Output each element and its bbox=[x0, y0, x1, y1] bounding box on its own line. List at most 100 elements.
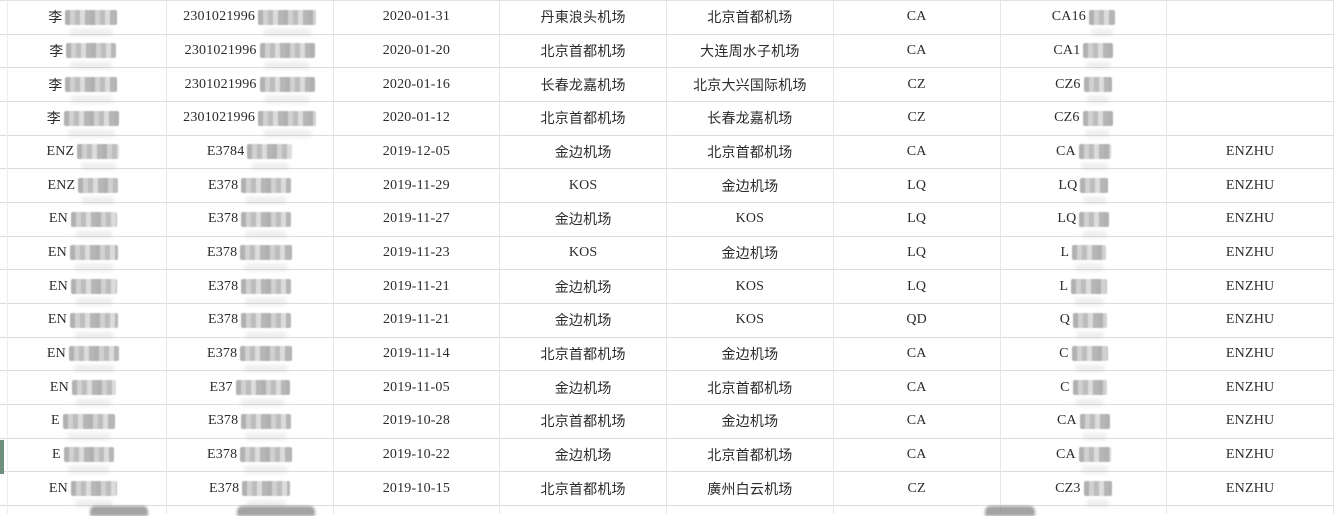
cell-passenger-pinyin[interactable]: ENZHU bbox=[1167, 169, 1334, 203]
cell-flight-number[interactable]: Q bbox=[1000, 303, 1168, 338]
cell-passenger-pinyin[interactable]: ENZHU bbox=[1167, 337, 1334, 372]
cell-passenger-pinyin[interactable]: ENZHU bbox=[1167, 202, 1334, 237]
cell-flight-date[interactable]: 2019-11-27 bbox=[333, 202, 501, 237]
partial-cell-passenger-name[interactable] bbox=[0, 505, 167, 514]
cell-arrival-airport[interactable]: 金边机场 bbox=[667, 404, 834, 439]
cell-flight-date[interactable]: 2019-10-15 bbox=[333, 472, 501, 506]
cell-airline-code[interactable]: CA bbox=[833, 438, 1001, 473]
cell-passenger-pinyin[interactable] bbox=[1167, 34, 1334, 69]
cell-flight-number[interactable]: CZ6 bbox=[1000, 101, 1168, 136]
cell-flight-date[interactable]: 2019-11-05 bbox=[333, 371, 501, 405]
cell-arrival-airport[interactable]: KOS bbox=[667, 270, 834, 304]
cell-departure-airport[interactable]: 北京首都机场 bbox=[500, 404, 667, 439]
cell-document-number[interactable]: 2301021996 bbox=[166, 101, 334, 136]
partial-cell-document-number[interactable] bbox=[167, 505, 334, 514]
cell-document-number[interactable]: E378 bbox=[166, 202, 334, 237]
cell-passenger-name[interactable]: ENZ bbox=[0, 169, 167, 203]
cell-passenger-name[interactable]: EN bbox=[0, 236, 167, 271]
cell-airline-code[interactable]: LQ bbox=[833, 236, 1001, 271]
cell-flight-number[interactable]: CA bbox=[1000, 438, 1168, 473]
cell-document-number[interactable]: E378 bbox=[166, 472, 334, 506]
cell-flight-date[interactable]: 2019-11-23 bbox=[333, 236, 501, 271]
cell-arrival-airport[interactable]: 大连周水子机场 bbox=[667, 34, 834, 69]
cell-departure-airport[interactable]: 金边机场 bbox=[500, 270, 667, 304]
cell-passenger-pinyin[interactable]: ENZHU bbox=[1167, 438, 1334, 473]
cell-departure-airport[interactable]: 金边机场 bbox=[500, 202, 667, 237]
cell-document-number[interactable]: 2301021996 bbox=[166, 34, 334, 69]
cell-arrival-airport[interactable]: 北京首都机场 bbox=[667, 371, 834, 405]
cell-arrival-airport[interactable]: 金边机场 bbox=[667, 337, 834, 372]
cell-departure-airport[interactable]: 金边机场 bbox=[500, 303, 667, 338]
cell-flight-number[interactable]: CA16 bbox=[1000, 1, 1168, 35]
cell-departure-airport[interactable]: KOS bbox=[500, 169, 667, 203]
cell-passenger-name[interactable]: EN bbox=[0, 202, 167, 237]
cell-arrival-airport[interactable]: KOS bbox=[667, 303, 834, 338]
cell-airline-code[interactable]: CA bbox=[833, 404, 1001, 439]
cell-arrival-airport[interactable]: 金边机场 bbox=[667, 169, 834, 203]
cell-arrival-airport[interactable]: 金边机场 bbox=[667, 236, 834, 271]
partial-cell-departure-airport[interactable] bbox=[500, 505, 667, 514]
cell-flight-number[interactable]: C bbox=[1000, 371, 1168, 405]
cell-flight-number[interactable]: LQ bbox=[1000, 169, 1168, 203]
cell-arrival-airport[interactable]: 北京首都机场 bbox=[667, 438, 834, 473]
cell-passenger-name[interactable]: E bbox=[0, 404, 167, 439]
cell-passenger-name[interactable]: EN bbox=[0, 472, 167, 506]
cell-document-number[interactable]: E378 bbox=[166, 169, 334, 203]
cell-passenger-name[interactable]: 李 bbox=[0, 68, 167, 102]
cell-airline-code[interactable]: CA bbox=[833, 337, 1001, 372]
cell-departure-airport[interactable]: 北京首都机场 bbox=[500, 472, 667, 506]
cell-airline-code[interactable]: CZ bbox=[833, 101, 1001, 136]
cell-passenger-name[interactable]: E bbox=[0, 438, 167, 473]
cell-flight-number[interactable]: LQ bbox=[1000, 202, 1168, 237]
cell-flight-date[interactable]: 2019-10-28 bbox=[333, 404, 501, 439]
cell-departure-airport[interactable]: 金边机场 bbox=[500, 371, 667, 405]
cell-flight-date[interactable]: 2019-11-29 bbox=[333, 169, 501, 203]
cell-flight-date[interactable]: 2019-11-21 bbox=[333, 303, 501, 338]
cell-passenger-pinyin[interactable]: ENZHU bbox=[1167, 472, 1334, 506]
cell-airline-code[interactable]: CA bbox=[833, 1, 1001, 35]
cell-document-number[interactable]: E378 bbox=[166, 303, 334, 338]
cell-passenger-name[interactable]: EN bbox=[0, 270, 167, 304]
cell-flight-date[interactable]: 2020-01-16 bbox=[333, 68, 501, 102]
cell-flight-date[interactable]: 2020-01-31 bbox=[333, 1, 501, 35]
cell-passenger-name[interactable]: 李 bbox=[0, 101, 167, 136]
cell-passenger-name[interactable]: EN bbox=[0, 337, 167, 372]
cell-departure-airport[interactable]: 金边机场 bbox=[500, 135, 667, 170]
cell-passenger-pinyin[interactable]: ENZHU bbox=[1167, 371, 1334, 405]
cell-airline-code[interactable]: CZ bbox=[833, 68, 1001, 102]
partial-cell-arrival-airport[interactable] bbox=[667, 505, 834, 514]
cell-document-number[interactable]: E378 bbox=[166, 404, 334, 439]
cell-flight-number[interactable]: CA bbox=[1000, 135, 1168, 170]
cell-departure-airport[interactable]: 北京首都机场 bbox=[500, 337, 667, 372]
cell-departure-airport[interactable]: 丹東浪头机场 bbox=[500, 1, 667, 35]
partial-cell-airline-code[interactable] bbox=[834, 505, 1001, 514]
cell-document-number[interactable]: E378 bbox=[166, 337, 334, 372]
cell-passenger-pinyin[interactable]: ENZHU bbox=[1167, 270, 1334, 304]
cell-airline-code[interactable]: LQ bbox=[833, 270, 1001, 304]
cell-document-number[interactable]: E378 bbox=[166, 270, 334, 304]
cell-document-number[interactable]: 2301021996 bbox=[166, 1, 334, 35]
cell-passenger-pinyin[interactable]: ENZHU bbox=[1167, 404, 1334, 439]
cell-passenger-name[interactable]: 李 bbox=[0, 1, 167, 35]
cell-airline-code[interactable]: LQ bbox=[833, 202, 1001, 237]
cell-flight-date[interactable]: 2019-10-22 bbox=[333, 438, 501, 473]
cell-passenger-pinyin[interactable] bbox=[1167, 101, 1334, 136]
cell-flight-number[interactable]: CA bbox=[1000, 404, 1168, 439]
cell-departure-airport[interactable]: 金边机场 bbox=[500, 438, 667, 473]
cell-airline-code[interactable]: CA bbox=[833, 371, 1001, 405]
partial-cell-flight-date[interactable] bbox=[334, 505, 501, 514]
cell-airline-code[interactable]: LQ bbox=[833, 169, 1001, 203]
cell-passenger-name[interactable]: ENZ bbox=[0, 135, 167, 170]
cell-departure-airport[interactable]: KOS bbox=[500, 236, 667, 271]
cell-flight-date[interactable]: 2019-12-05 bbox=[333, 135, 501, 170]
cell-passenger-pinyin[interactable]: ENZHU bbox=[1167, 303, 1334, 338]
cell-airline-code[interactable]: CZ bbox=[833, 472, 1001, 506]
cell-passenger-pinyin[interactable] bbox=[1167, 68, 1334, 102]
cell-flight-date[interactable]: 2020-01-12 bbox=[333, 101, 501, 136]
cell-flight-date[interactable]: 2019-11-14 bbox=[333, 337, 501, 372]
cell-airline-code[interactable]: CA bbox=[833, 34, 1001, 69]
partial-cell-passenger-pinyin[interactable] bbox=[1167, 505, 1334, 514]
cell-airline-code[interactable]: CA bbox=[833, 135, 1001, 170]
cell-document-number[interactable]: E378 bbox=[166, 438, 334, 473]
cell-document-number[interactable]: E378 bbox=[166, 236, 334, 271]
